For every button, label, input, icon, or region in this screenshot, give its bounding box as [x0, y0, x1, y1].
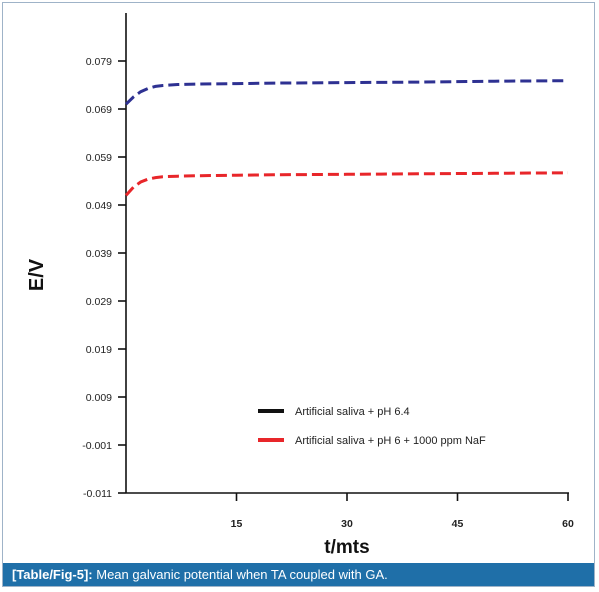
- y-tick-label: 0.079: [86, 56, 112, 68]
- y-tick-label: 0.039: [86, 248, 112, 260]
- y-tick-label: -0.011: [83, 488, 112, 500]
- x-tick-label: 30: [341, 518, 353, 530]
- y-tick-label: 0.009: [86, 392, 112, 404]
- legend: Artificial saliva + pH 6.4 Artificial sal…: [258, 406, 486, 447]
- legend-label-1: Artificial saliva + pH 6.4: [295, 406, 410, 418]
- y-tick-label: 0.059: [86, 152, 112, 164]
- series-lines: [124, 79, 569, 197]
- y-tick-label: 0.069: [86, 104, 112, 116]
- y-tick-label: 0.049: [86, 200, 112, 212]
- caption-ref: [Table/Fig-5]:: [12, 567, 93, 582]
- x-tick-label: 15: [231, 518, 243, 530]
- y-axis-label: E/V: [26, 258, 48, 291]
- y-tick-label: 0.029: [86, 296, 112, 308]
- x-tick-label: 45: [452, 518, 464, 530]
- x-tick-label: 60: [562, 518, 574, 530]
- figure-frame: [2, 2, 595, 587]
- caption-text: Mean galvanic potential when TA coupled …: [92, 567, 388, 582]
- y-tick-label: -0.001: [82, 440, 112, 452]
- legend-label-2: Artificial saliva + pH 6 + 1000 ppm NaF: [295, 435, 486, 447]
- series-line-1: [124, 79, 569, 106]
- y-tick-label: 0.019: [86, 344, 112, 356]
- figure-caption: [Table/Fig-5]: Mean galvanic potential w…: [3, 563, 594, 586]
- series-line-2: [124, 171, 569, 197]
- x-axis-label: t/mts: [324, 537, 369, 558]
- axes: 0.079 0.069 0.059 0.049 0.039 0.029 0.019 0.009…: [82, 13, 574, 530]
